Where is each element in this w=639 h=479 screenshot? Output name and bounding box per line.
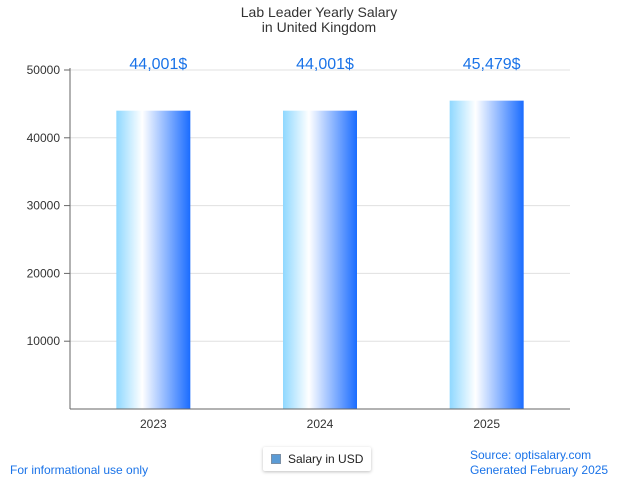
- axes: 10000 20000 30000 40000 50000 2023 2024 2025: [27, 63, 570, 431]
- source-text[interactable]: Source: optisalary.com: [470, 448, 592, 462]
- x-tick-label: 2024: [307, 417, 334, 431]
- y-tick-label: 20000: [27, 266, 61, 280]
- y-tick-label: 30000: [27, 199, 61, 213]
- source-info: Source: optisalary.com Generated Februar…: [470, 448, 608, 478]
- bar-value-label: 44,001$: [296, 56, 354, 73]
- disclaimer-text: For informational use only: [10, 463, 149, 477]
- x-tick-label: 2023: [140, 417, 167, 431]
- bar[interactable]: [116, 110, 191, 409]
- y-tick-label: 10000: [27, 334, 61, 348]
- y-tick-label: 40000: [27, 131, 61, 145]
- data-labels: 44,001$ 44,001$ 45,479$: [129, 56, 520, 73]
- bar[interactable]: [283, 110, 357, 409]
- bar[interactable]: [449, 100, 524, 410]
- bar-value-label: 44,001$: [129, 56, 187, 73]
- bars: [116, 100, 524, 410]
- chart-subtitle: in United Kingdom: [262, 19, 376, 35]
- generated-date: Generated February 2025: [470, 463, 609, 477]
- legend-swatch-icon: [271, 454, 281, 464]
- legend-label: Salary in USD: [288, 452, 364, 466]
- y-tick-label: 50000: [27, 63, 61, 77]
- chart-title: Lab Leader Yearly Salary: [241, 4, 397, 20]
- x-tick-label: 2025: [473, 417, 500, 431]
- legend[interactable]: Salary in USD: [263, 447, 372, 471]
- bar-value-label: 45,479$: [463, 56, 521, 73]
